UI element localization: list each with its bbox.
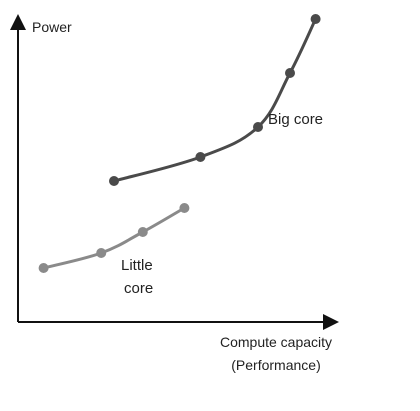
x-axis-label-line-1: Compute capacity [220, 334, 332, 350]
little-core-point-2 [96, 248, 107, 258]
big-core-point-2 [195, 152, 206, 162]
x-axis-label-line-2: (Performance) [231, 357, 320, 373]
little-core-point-4 [179, 203, 190, 213]
big-core-point-4 [285, 68, 295, 78]
little-core-line [42, 206, 186, 270]
series-little-core [38, 203, 190, 273]
little-core-label-line-1: Little [121, 257, 153, 274]
big-core-point-5 [310, 14, 321, 24]
big-core-point-1 [109, 176, 119, 186]
little-core-point-3 [137, 227, 148, 237]
y-axis-label: Power [32, 19, 72, 35]
series-big-core [109, 14, 321, 186]
big-core-line [112, 17, 318, 183]
little-core-label-line-2: core [124, 280, 153, 297]
big-core-label: Big core [268, 111, 323, 128]
little-core-point-1 [38, 263, 49, 273]
big-core-point-3 [253, 122, 263, 132]
